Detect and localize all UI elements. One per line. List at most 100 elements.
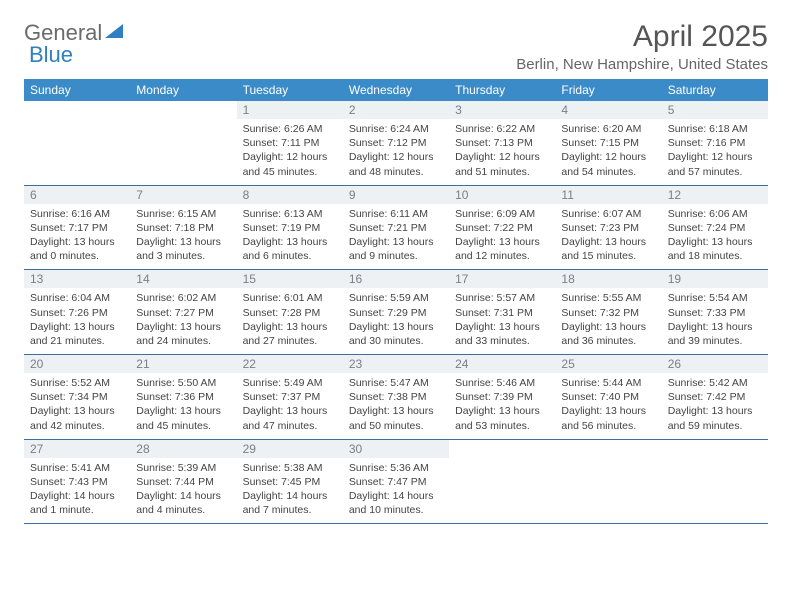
day-number-cell: 28: [130, 439, 236, 458]
daylight-text-2: and 33 minutes.: [455, 334, 549, 348]
col-tuesday: Tuesday: [237, 79, 343, 101]
day-number-row: 27282930: [24, 439, 768, 458]
sunset-text: Sunset: 7:29 PM: [349, 306, 443, 320]
day-detail-cell: Sunrise: 6:11 AMSunset: 7:21 PMDaylight:…: [343, 204, 449, 270]
sunrise-text: Sunrise: 6:18 AM: [668, 122, 762, 136]
day-number-row: 12345: [24, 101, 768, 119]
day-detail-cell: Sunrise: 5:38 AMSunset: 7:45 PMDaylight:…: [237, 458, 343, 524]
day-number-row: 6789101112: [24, 185, 768, 204]
day-detail-cell: [449, 458, 555, 524]
day-number-cell: [130, 101, 236, 119]
daylight-text-1: Daylight: 13 hours: [136, 235, 230, 249]
sunset-text: Sunset: 7:31 PM: [455, 306, 549, 320]
day-number-cell: 11: [555, 185, 661, 204]
sunset-text: Sunset: 7:22 PM: [455, 221, 549, 235]
daylight-text-2: and 47 minutes.: [243, 419, 337, 433]
sunset-text: Sunset: 7:43 PM: [30, 475, 124, 489]
day-number-cell: 8: [237, 185, 343, 204]
sunset-text: Sunset: 7:38 PM: [349, 390, 443, 404]
col-friday: Friday: [555, 79, 661, 101]
day-number-cell: 24: [449, 355, 555, 374]
title-block: April 2025 Berlin, New Hampshire, United…: [516, 20, 768, 73]
day-detail-cell: Sunrise: 5:55 AMSunset: 7:32 PMDaylight:…: [555, 288, 661, 354]
daylight-text-1: Daylight: 14 hours: [30, 489, 124, 503]
day-number-cell: 3: [449, 101, 555, 119]
sunrise-text: Sunrise: 5:46 AM: [455, 376, 549, 390]
daylight-text-2: and 10 minutes.: [349, 503, 443, 517]
sunset-text: Sunset: 7:19 PM: [243, 221, 337, 235]
sunset-text: Sunset: 7:40 PM: [561, 390, 655, 404]
sunset-text: Sunset: 7:28 PM: [243, 306, 337, 320]
sunrise-text: Sunrise: 6:20 AM: [561, 122, 655, 136]
daylight-text-2: and 36 minutes.: [561, 334, 655, 348]
day-detail-row: Sunrise: 5:41 AMSunset: 7:43 PMDaylight:…: [24, 458, 768, 524]
day-detail-row: Sunrise: 6:26 AMSunset: 7:11 PMDaylight:…: [24, 119, 768, 185]
sunrise-text: Sunrise: 5:52 AM: [30, 376, 124, 390]
sunset-text: Sunset: 7:39 PM: [455, 390, 549, 404]
sunset-text: Sunset: 7:44 PM: [136, 475, 230, 489]
col-thursday: Thursday: [449, 79, 555, 101]
day-detail-cell: Sunrise: 5:44 AMSunset: 7:40 PMDaylight:…: [555, 373, 661, 439]
daylight-text-2: and 50 minutes.: [349, 419, 443, 433]
daylight-text-1: Daylight: 13 hours: [243, 320, 337, 334]
daylight-text-1: Daylight: 13 hours: [349, 320, 443, 334]
daylight-text-2: and 1 minute.: [30, 503, 124, 517]
sunrise-text: Sunrise: 5:55 AM: [561, 291, 655, 305]
sunrise-text: Sunrise: 6:24 AM: [349, 122, 443, 136]
day-number-cell: 1: [237, 101, 343, 119]
day-detail-cell: [130, 119, 236, 185]
sunset-text: Sunset: 7:15 PM: [561, 136, 655, 150]
daylight-text-1: Daylight: 12 hours: [561, 150, 655, 164]
sunset-text: Sunset: 7:23 PM: [561, 221, 655, 235]
sunrise-text: Sunrise: 6:11 AM: [349, 207, 443, 221]
daylight-text-1: Daylight: 13 hours: [349, 404, 443, 418]
day-number-cell: 12: [662, 185, 768, 204]
day-detail-cell: Sunrise: 6:15 AMSunset: 7:18 PMDaylight:…: [130, 204, 236, 270]
day-detail-cell: Sunrise: 6:13 AMSunset: 7:19 PMDaylight:…: [237, 204, 343, 270]
day-number-cell: 26: [662, 355, 768, 374]
day-number-cell: [449, 439, 555, 458]
day-number-cell: 30: [343, 439, 449, 458]
daylight-text-2: and 48 minutes.: [349, 165, 443, 179]
day-detail-cell: Sunrise: 5:54 AMSunset: 7:33 PMDaylight:…: [662, 288, 768, 354]
day-detail-cell: Sunrise: 5:47 AMSunset: 7:38 PMDaylight:…: [343, 373, 449, 439]
sunrise-text: Sunrise: 5:50 AM: [136, 376, 230, 390]
sunrise-text: Sunrise: 6:26 AM: [243, 122, 337, 136]
day-number-cell: 21: [130, 355, 236, 374]
sunrise-text: Sunrise: 6:09 AM: [455, 207, 549, 221]
daylight-text-1: Daylight: 14 hours: [349, 489, 443, 503]
daylight-text-2: and 0 minutes.: [30, 249, 124, 263]
sunrise-text: Sunrise: 6:01 AM: [243, 291, 337, 305]
sunset-text: Sunset: 7:26 PM: [30, 306, 124, 320]
sunrise-text: Sunrise: 5:38 AM: [243, 461, 337, 475]
daylight-text-1: Daylight: 14 hours: [136, 489, 230, 503]
day-number-cell: 29: [237, 439, 343, 458]
sunrise-text: Sunrise: 5:49 AM: [243, 376, 337, 390]
day-number-cell: [24, 101, 130, 119]
day-detail-cell: Sunrise: 5:36 AMSunset: 7:47 PMDaylight:…: [343, 458, 449, 524]
sunrise-text: Sunrise: 5:54 AM: [668, 291, 762, 305]
sunrise-text: Sunrise: 6:06 AM: [668, 207, 762, 221]
day-number-cell: 23: [343, 355, 449, 374]
header: General April 2025 Berlin, New Hampshire…: [24, 20, 768, 73]
location-text: Berlin, New Hampshire, United States: [516, 56, 768, 73]
sunset-text: Sunset: 7:13 PM: [455, 136, 549, 150]
day-number-cell: 16: [343, 270, 449, 289]
day-number-cell: 4: [555, 101, 661, 119]
daylight-text-2: and 4 minutes.: [136, 503, 230, 517]
day-number-cell: [555, 439, 661, 458]
day-detail-cell: Sunrise: 5:59 AMSunset: 7:29 PMDaylight:…: [343, 288, 449, 354]
sunset-text: Sunset: 7:27 PM: [136, 306, 230, 320]
day-number-cell: 6: [24, 185, 130, 204]
day-number-cell: 18: [555, 270, 661, 289]
day-detail-cell: [662, 458, 768, 524]
sunset-text: Sunset: 7:33 PM: [668, 306, 762, 320]
sunrise-text: Sunrise: 5:57 AM: [455, 291, 549, 305]
daylight-text-2: and 59 minutes.: [668, 419, 762, 433]
daylight-text-2: and 24 minutes.: [136, 334, 230, 348]
daylight-text-1: Daylight: 13 hours: [30, 320, 124, 334]
daylight-text-1: Daylight: 13 hours: [349, 235, 443, 249]
day-number-cell: 14: [130, 270, 236, 289]
sunset-text: Sunset: 7:34 PM: [30, 390, 124, 404]
daylight-text-2: and 12 minutes.: [455, 249, 549, 263]
